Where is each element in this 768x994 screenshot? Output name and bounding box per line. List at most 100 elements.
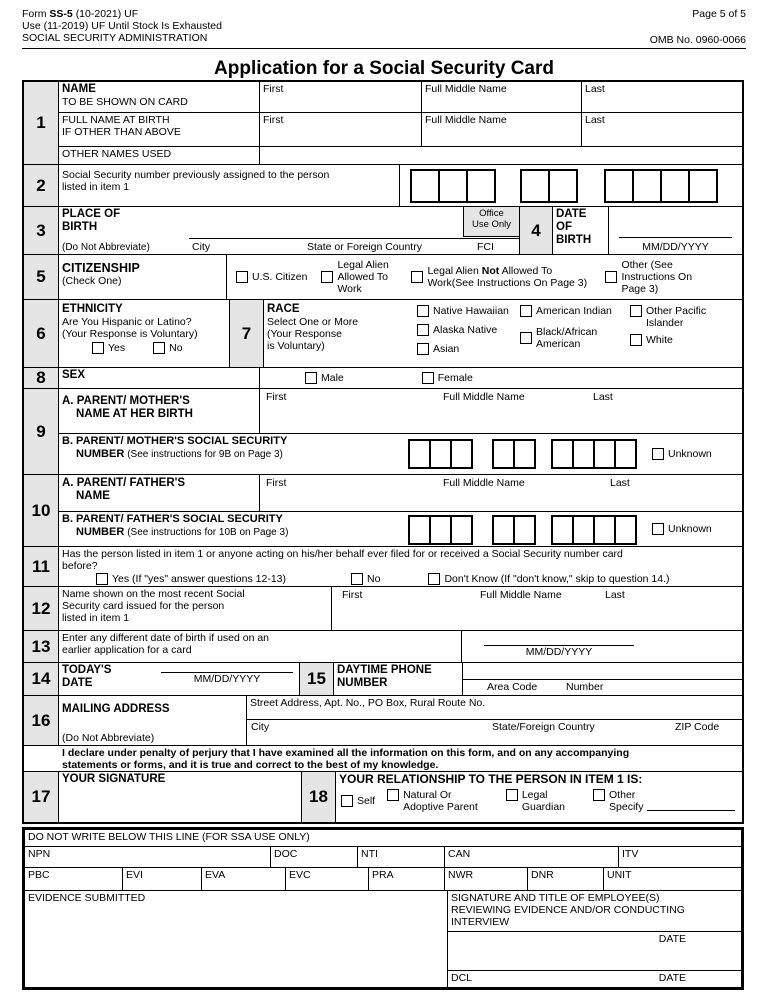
item-12-row: 12 Name shown on the most recent Social … xyxy=(24,587,742,631)
other-names-field[interactable] xyxy=(260,147,742,165)
checkbox-female[interactable] xyxy=(421,372,434,384)
checkbox-relationship-guardian[interactable] xyxy=(505,788,518,801)
mother-name-field[interactable]: First Full Middle Name Last xyxy=(260,389,742,433)
checkbox-citizenship-other[interactable] xyxy=(605,271,618,283)
ssn-box[interactable] xyxy=(410,168,440,203)
ssn-box[interactable] xyxy=(688,168,718,203)
ssn-box[interactable] xyxy=(513,515,536,545)
checkbox-ethnicity-no[interactable] xyxy=(153,342,166,355)
birth-last-field[interactable]: Last xyxy=(582,113,742,146)
ssn-box[interactable] xyxy=(660,168,690,203)
dnr-field[interactable]: DNR xyxy=(528,868,604,890)
declaration-line2: statements or forms, and it is true and … xyxy=(62,759,439,772)
checkbox-relationship-other[interactable] xyxy=(593,788,606,801)
checkbox-mother-ssn-unknown[interactable] xyxy=(652,448,664,461)
ssn-box[interactable] xyxy=(551,515,574,545)
signature-field[interactable]: YOUR SIGNATURE xyxy=(59,772,302,822)
phone-field[interactable]: Area Code Number xyxy=(463,663,742,695)
ssn-box[interactable] xyxy=(450,515,473,545)
ssn-box[interactable] xyxy=(429,439,452,469)
todays-date-write-line[interactable] xyxy=(161,672,293,673)
ssn-box[interactable] xyxy=(438,168,468,203)
father-name-field[interactable]: First Full Middle Name Last xyxy=(260,475,742,511)
street-address-field[interactable]: Street Address, Apt. No., PO Box, Rural … xyxy=(247,696,742,720)
ssn-box[interactable] xyxy=(551,439,574,469)
checkbox-filed-no[interactable] xyxy=(351,573,363,586)
itv-field[interactable]: ITV xyxy=(622,848,639,860)
dob-write-line[interactable] xyxy=(619,237,732,238)
checkbox-filed-yes[interactable] xyxy=(96,573,108,586)
recent-card-name-field[interactable]: First Full Middle Name Last xyxy=(332,587,742,630)
ssn-box[interactable] xyxy=(492,439,515,469)
place-of-birth-label1: PLACE OF xyxy=(62,208,121,220)
employee-signature-field[interactable]: SIGNATURE AND TITLE OF EMPLOYEE(S) REVIE… xyxy=(448,891,741,932)
ssn-box[interactable] xyxy=(408,515,431,545)
unit-field[interactable]: UNIT xyxy=(607,869,632,881)
pra-field[interactable]: PRA xyxy=(369,868,445,890)
ssn-box[interactable] xyxy=(632,168,662,203)
can-field[interactable]: CAN xyxy=(445,847,619,867)
other-pacific-islander-label: Other Pacific Islander xyxy=(646,305,707,330)
checkbox-male[interactable] xyxy=(305,372,317,384)
ssn-box[interactable] xyxy=(548,168,578,203)
item-15-number: 15 xyxy=(300,663,334,695)
employee-date-field[interactable]: DATE xyxy=(448,932,741,971)
relationship-specify-line[interactable] xyxy=(647,796,735,811)
dcl-field[interactable]: DCL DATE xyxy=(451,972,686,984)
relationship-parent-label: Natural Or Adoptive Parent xyxy=(403,788,478,813)
ssn-box[interactable] xyxy=(520,168,550,203)
evi-field[interactable]: EVI xyxy=(123,868,202,890)
checkbox-ethnicity-yes[interactable] xyxy=(92,342,104,355)
ssn-box[interactable] xyxy=(513,439,536,469)
checkbox-other-pacific-islander[interactable] xyxy=(630,305,642,317)
doc-field[interactable]: DOC xyxy=(271,847,358,867)
place-of-birth-write-line[interactable] xyxy=(189,238,519,239)
ssn-box[interactable] xyxy=(614,515,637,545)
ssn-box[interactable] xyxy=(408,439,431,469)
ssn-box[interactable] xyxy=(593,515,616,545)
nti-field[interactable]: NTI xyxy=(358,847,445,867)
ssn-box[interactable] xyxy=(450,439,473,469)
ssn-box[interactable] xyxy=(429,515,452,545)
name-middle-field[interactable]: Full Middle Name xyxy=(422,82,582,112)
citizenship-other-label: Other (See Instructions On Page 3) xyxy=(621,258,693,296)
eva-field[interactable]: EVA xyxy=(202,868,286,890)
different-dob-write-line[interactable] xyxy=(484,645,634,646)
name-first-field[interactable]: First xyxy=(260,82,422,112)
checkbox-legal-alien-not-allowed[interactable] xyxy=(411,271,424,283)
mailing-address-label: MAILING ADDRESS xyxy=(62,703,170,715)
city-state-zip-field[interactable]: City State/Foreign Country ZIP Code xyxy=(247,720,742,744)
checkbox-white[interactable] xyxy=(630,334,642,347)
checkbox-asian[interactable] xyxy=(417,343,429,356)
ssn-box[interactable] xyxy=(572,439,595,469)
evidence-submitted-field[interactable]: EVIDENCE SUBMITTED xyxy=(25,891,448,989)
checkbox-legal-alien-allowed[interactable] xyxy=(321,271,334,283)
checkbox-filed-dont-know[interactable] xyxy=(428,573,441,586)
relationship-label: YOUR RELATIONSHIP TO THE PERSON IN ITEM … xyxy=(339,772,643,786)
npn-field[interactable]: NPN xyxy=(25,847,271,867)
prev-ssn-area-group xyxy=(410,168,496,203)
office-use-only-box: Office Use Only xyxy=(463,207,519,237)
ssn-box[interactable] xyxy=(492,515,515,545)
ssa-header-label: DO NOT WRITE BELOW THIS LINE (FOR SSA US… xyxy=(28,831,310,843)
name-last-field[interactable]: Last xyxy=(582,82,742,112)
checkbox-black-african-american[interactable] xyxy=(520,332,532,345)
evc-field[interactable]: EVC xyxy=(286,868,369,890)
checkbox-american-indian[interactable] xyxy=(520,305,532,318)
checkbox-relationship-parent[interactable] xyxy=(387,788,400,801)
ssn-box[interactable] xyxy=(593,439,616,469)
form-id-line: Form SS-5 (10-2021) UF xyxy=(22,8,139,20)
nwr-field[interactable]: NWR xyxy=(445,868,528,890)
checkbox-alaska-native[interactable] xyxy=(417,324,429,337)
checkbox-us-citizen[interactable] xyxy=(236,271,248,283)
ssn-box[interactable] xyxy=(572,515,595,545)
checkbox-native-hawaiian[interactable] xyxy=(417,305,429,318)
checkbox-father-ssn-unknown[interactable] xyxy=(652,523,664,536)
ssn-box[interactable] xyxy=(604,168,634,203)
ssn-box[interactable] xyxy=(466,168,496,203)
birth-first-field[interactable]: First xyxy=(260,113,422,146)
ssn-box[interactable] xyxy=(614,439,637,469)
checkbox-relationship-self[interactable] xyxy=(341,794,353,807)
birth-middle-field[interactable]: Full Middle Name xyxy=(422,113,582,146)
pbc-field[interactable]: PBC xyxy=(25,868,123,890)
